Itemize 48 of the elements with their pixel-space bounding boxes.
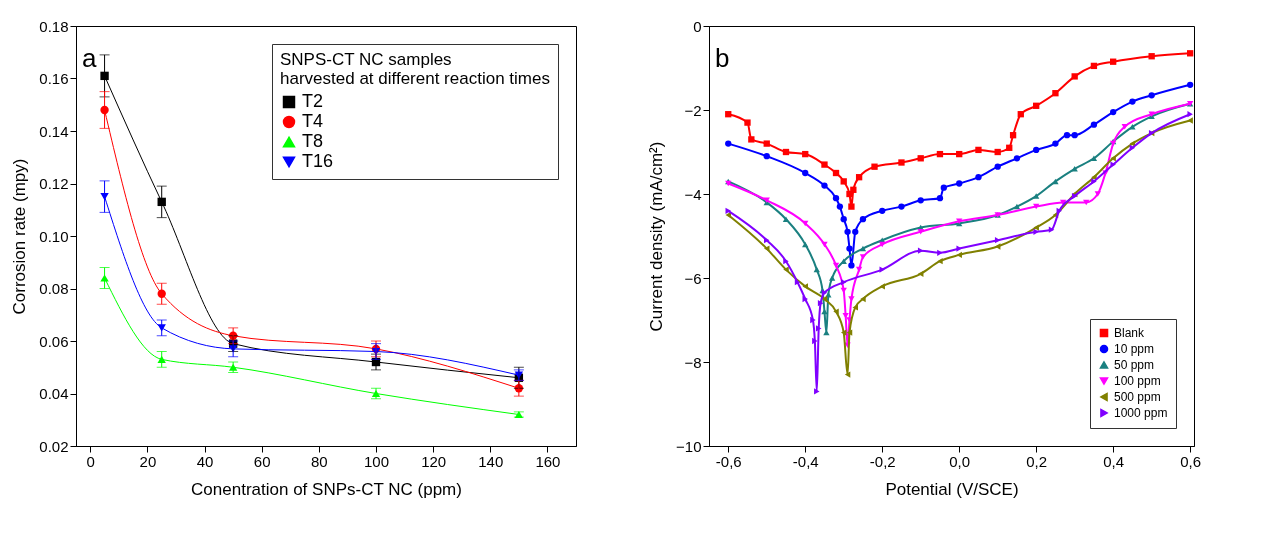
x-tick-label: 140	[478, 452, 504, 470]
y-tick-label: 0.16	[39, 70, 69, 87]
y-tick-label: −4	[684, 185, 702, 203]
y-tick-label: −10	[676, 437, 702, 455]
y-tick-label: 0.04	[39, 385, 69, 402]
legend-label: 500 ppm	[1114, 390, 1161, 404]
y-tick-label: 0.12	[39, 175, 69, 192]
x-axis-title: Potential (V/SCE)	[885, 479, 1019, 499]
legend-label: T4	[302, 111, 324, 131]
x-tick-label: 40	[196, 452, 214, 470]
x-tick-label: 160	[535, 452, 561, 470]
x-tick-label: -0,4	[792, 452, 819, 470]
legend-label: 10 ppm	[1114, 342, 1155, 356]
x-tick-label: 120	[421, 452, 447, 470]
y-tick-label: −8	[684, 353, 702, 371]
x-tick-label: 0,6	[1180, 452, 1202, 470]
annotation: a	[82, 43, 97, 73]
x-tick-label: 0,0	[949, 452, 971, 470]
x-tick-label: 0,2	[1026, 452, 1048, 470]
x-tick-label: 80	[311, 452, 328, 470]
x-tick-label: -0,6	[715, 452, 742, 470]
y-tick-label: 0.06	[39, 332, 69, 350]
legend-label: 1000 ppm	[1114, 406, 1168, 420]
x-tick-label: 0,4	[1103, 452, 1125, 470]
x-tick-label: -0,2	[869, 452, 896, 470]
legend-title: SNPS-CT NC samples harvested at different reaction times	[280, 50, 550, 88]
x-tick-label: 0	[86, 452, 95, 470]
legend-label: Blank	[1114, 326, 1146, 340]
y-tick-label: −6	[684, 269, 702, 287]
legend-label: T8	[302, 131, 324, 151]
y-tick-label: 0.02	[39, 437, 69, 455]
x-tick-label: 100	[363, 452, 390, 470]
x-axis-title: Conentration of SNPs-CT NC (ppm)	[191, 479, 462, 499]
legend-label: 50 ppm	[1114, 358, 1155, 372]
y-axis-title: Current density (mA/cm²)	[647, 141, 667, 332]
legend-label: T16	[302, 151, 334, 171]
y-tick-label: 0.08	[39, 280, 69, 297]
legend-label: T2	[302, 91, 324, 111]
y-tick-label: 0.14	[39, 122, 69, 140]
y-axis-title: Corrosion rate (mpy)	[10, 158, 30, 315]
y-tick-label: 0.18	[39, 17, 69, 35]
x-tick-label: 60	[253, 452, 271, 470]
legend-label: 100 ppm	[1114, 374, 1161, 388]
x-tick-label: 20	[139, 452, 157, 470]
y-tick-label: −2	[684, 101, 702, 119]
y-tick-label: 0.10	[39, 227, 69, 245]
y-tick-label: 0	[693, 17, 702, 35]
annotation: b	[715, 43, 730, 73]
